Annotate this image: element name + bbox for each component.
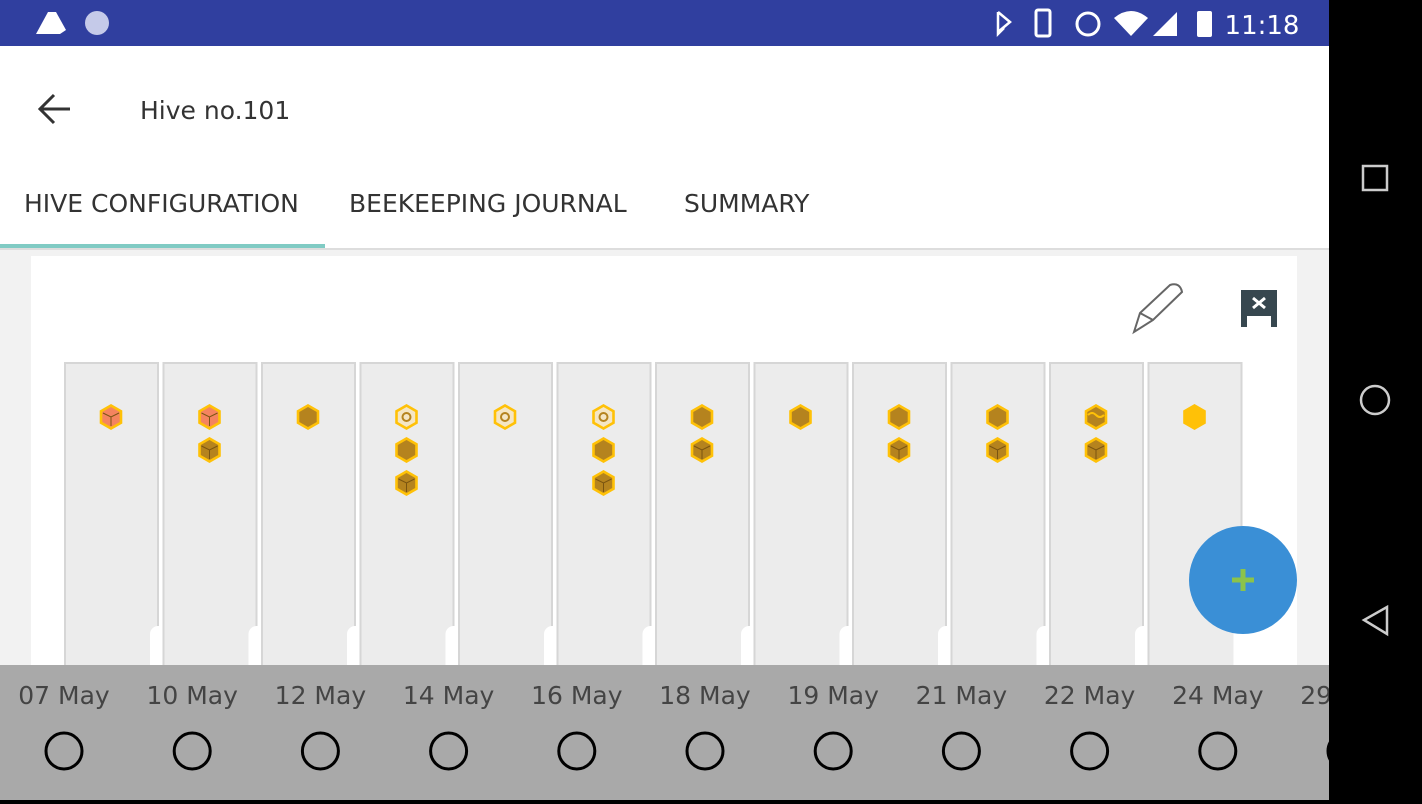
home-button[interactable] (1359, 384, 1391, 416)
wave-mark (1087, 412, 1105, 418)
frame-icon-inner (397, 407, 416, 427)
timeline-date: 16 May (531, 681, 623, 710)
box-mark (1087, 445, 1105, 459)
frame-icon-inner (594, 407, 613, 427)
drive-icon (36, 12, 66, 34)
frames (64, 362, 1254, 676)
frame[interactable] (950, 362, 1057, 676)
frame-icon-inner (397, 440, 416, 460)
timeline-date: 19 May (787, 681, 879, 710)
tab[interactable]: SUMMARY (684, 189, 810, 218)
frame[interactable] (655, 362, 761, 676)
timeline-date: 10 May (146, 681, 238, 710)
timeline-date: 24 May (1172, 681, 1264, 710)
frame-icon-inner (890, 407, 908, 427)
tab-indicator (0, 244, 325, 248)
timeline-date: 07 May (18, 681, 110, 710)
timeline-point[interactable] (557, 731, 597, 771)
timeline-point[interactable] (429, 731, 469, 771)
timeline-point[interactable] (1198, 731, 1238, 771)
timeline-bar (0, 665, 1329, 800)
box-mark (201, 412, 218, 426)
box-mark (595, 478, 612, 492)
timeline-point[interactable] (44, 731, 84, 771)
timeline-date: 18 May (659, 681, 751, 710)
timeline-date: 14 May (403, 681, 495, 710)
timeline-date: 21 May (916, 681, 1008, 710)
timeline-point[interactable] (813, 731, 853, 771)
screen-title: Hive no.101 (140, 96, 290, 125)
recents-button[interactable] (1361, 164, 1389, 192)
frame[interactable] (162, 362, 269, 676)
timeline-point[interactable] (1326, 733, 1364, 769)
add-frame-button[interactable] (1189, 526, 1297, 634)
frame[interactable] (556, 362, 663, 676)
box-mark (693, 445, 711, 459)
app-bar (0, 46, 1329, 248)
frame-icon-inner (496, 407, 514, 427)
box-mark (102, 412, 120, 426)
timeline: 07 May 10 May 12 May 14 May 16 May 18 May 19 M… (18, 681, 1392, 771)
box-mark (398, 478, 415, 492)
frame[interactable] (753, 362, 860, 676)
timeline-point[interactable] (1070, 731, 1110, 771)
frame[interactable] (852, 362, 958, 676)
timeline-date: 12 May (275, 681, 367, 710)
frame[interactable] (64, 362, 170, 676)
box-mark (890, 445, 908, 459)
queen-mark (500, 412, 510, 422)
frame-icon-inner (988, 407, 1007, 427)
frame[interactable] (458, 362, 564, 676)
box-mark (201, 445, 218, 459)
app: 11:18 Hive no.101 HIVE CONFIGURATION BEEK… (0, 0, 1392, 800)
timeline-date: 29 May (1300, 681, 1392, 710)
frame-icon-inner (1185, 407, 1204, 427)
frame-icon-inner (693, 407, 711, 427)
status-icons (996, 8, 1212, 38)
timeline-date: 22 May (1044, 681, 1136, 710)
timeline-point[interactable] (685, 731, 725, 771)
remove-hive-button[interactable] (1241, 290, 1277, 327)
tab-bar: HIVE CONFIGURATION BEEKEEPING JOURNAL SUMM… (24, 189, 810, 218)
queen-mark (598, 412, 609, 422)
tab[interactable]: BEEKEEPING JOURNAL (349, 189, 627, 218)
timeline-point[interactable] (941, 731, 981, 771)
frame-icon-inner (299, 407, 317, 427)
back-button[interactable] (24, 86, 84, 132)
frame[interactable] (1049, 362, 1155, 676)
status-time: 11:18 (1225, 11, 1300, 41)
queen-mark (401, 412, 412, 422)
timeline-point[interactable] (172, 731, 212, 771)
back-nav-button[interactable] (1361, 604, 1389, 637)
tab-divider (0, 248, 1329, 250)
edit-button[interactable] (1132, 283, 1184, 335)
tab[interactable]: HIVE CONFIGURATION (24, 189, 299, 218)
navigation-bar (1329, 0, 1422, 800)
frame-notch (1233, 626, 1254, 676)
timeline-point[interactable] (300, 731, 340, 771)
frame-icon-inner (594, 440, 613, 460)
app-icon (85, 11, 109, 35)
frame[interactable] (261, 362, 367, 676)
frame[interactable] (359, 362, 466, 676)
status-bar (0, 0, 1329, 46)
frame-icon-inner (791, 407, 810, 427)
box-mark (989, 445, 1006, 459)
